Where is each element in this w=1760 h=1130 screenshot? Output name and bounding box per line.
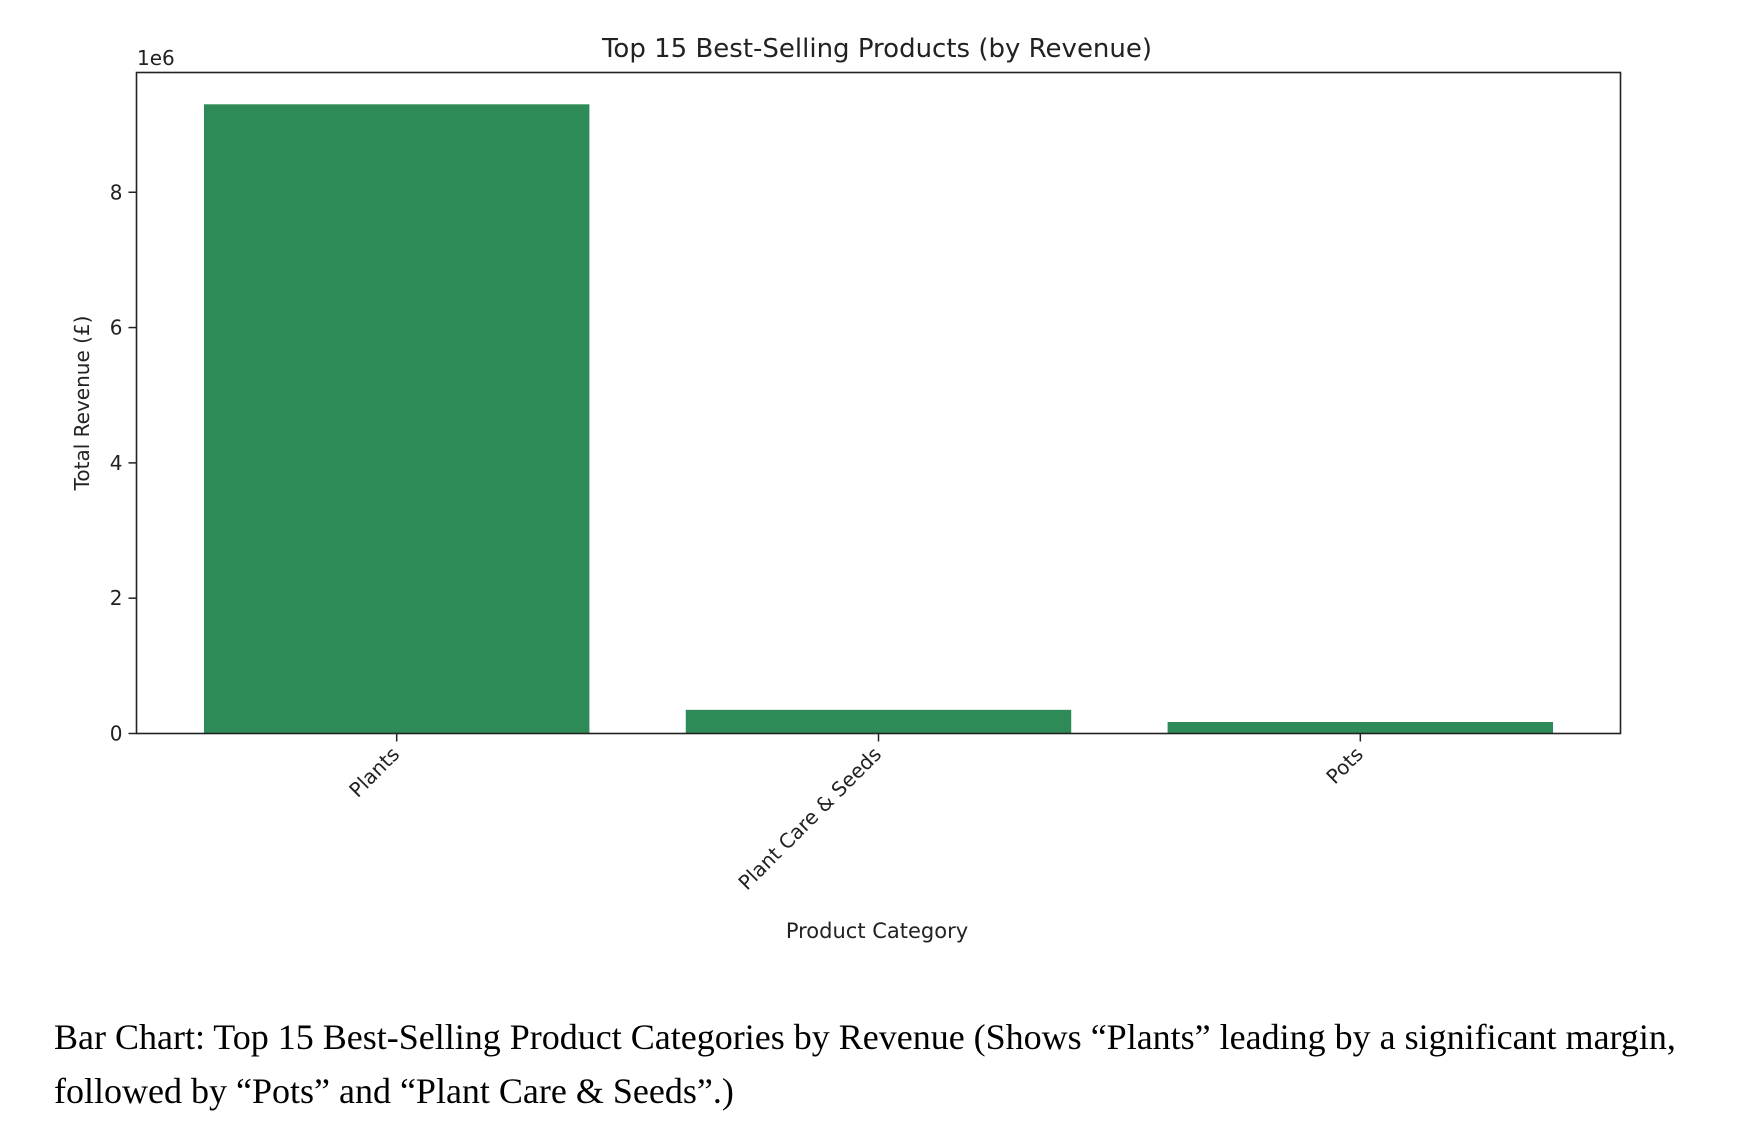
y-offset-label: 1e6: [137, 46, 175, 70]
x-axis-label: Product Category: [786, 919, 968, 943]
bar-0: [203, 104, 590, 734]
y-tick-label: 2: [110, 586, 123, 610]
y-tick-label: 8: [110, 180, 123, 204]
chart-title: Top 15 Best-Selling Products (by Revenue…: [601, 34, 1152, 64]
y-axis-label: Total Revenue (£): [70, 316, 94, 492]
y-tick-label: 0: [110, 722, 123, 746]
y-tick-label: 4: [110, 451, 123, 475]
y-tick-label: 6: [110, 316, 123, 340]
x-tick-label: Plant Care & Seeds: [733, 742, 886, 895]
x-tick-label: Pots: [1321, 742, 1368, 789]
bar-1: [685, 709, 1072, 734]
x-tick-label: Plants: [344, 742, 404, 802]
bar-2: [1167, 721, 1554, 734]
plot-frame: [135, 71, 1622, 735]
figure-caption: Bar Chart: Top 15 Best-Selling Product C…: [54, 1017, 1676, 1111]
